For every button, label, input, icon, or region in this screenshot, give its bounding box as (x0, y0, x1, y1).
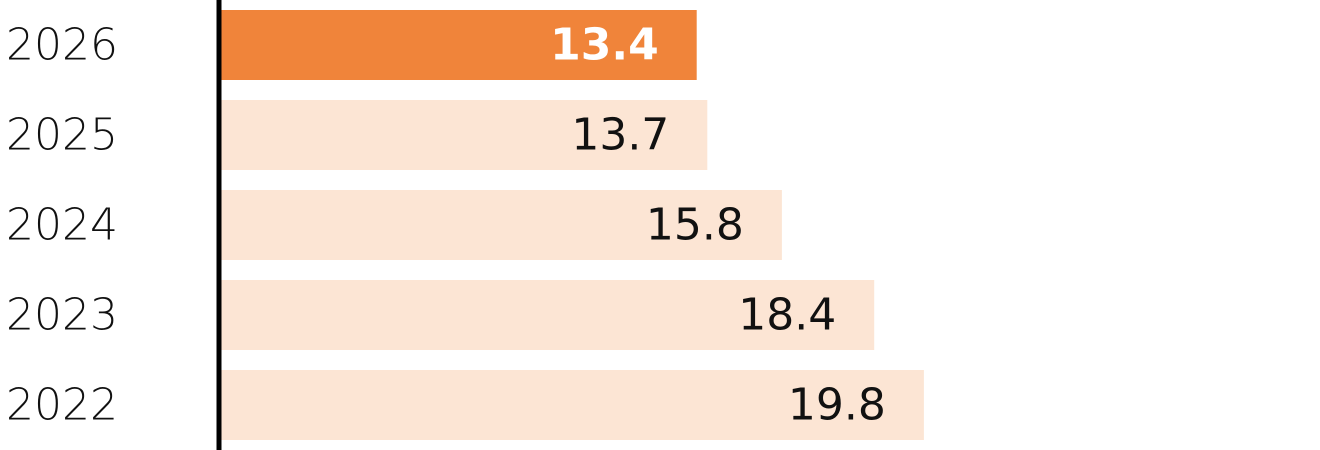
category-label-2022: 2022 (6, 380, 118, 431)
bar-2023 (221, 280, 875, 350)
category-label-2025: 2025 (6, 110, 118, 161)
bar-2026 (221, 10, 697, 80)
value-label-2024: 15.8 (646, 200, 744, 251)
value-label-2022: 19.8 (788, 380, 886, 431)
bar-2024 (221, 190, 782, 260)
value-labels-group: 13.4 13.7 15.8 18.4 19.8 (550, 20, 886, 431)
bar-2025 (221, 100, 708, 170)
value-label-2026: 13.4 (550, 20, 659, 71)
category-label-2024: 2024 (6, 200, 118, 251)
category-labels-group: 2026 2025 2024 2023 2022 (6, 20, 118, 431)
category-label-2026: 2026 (6, 20, 118, 71)
bars-group (221, 10, 924, 440)
value-label-2025: 13.7 (571, 110, 669, 161)
value-label-2023: 18.4 (738, 290, 836, 341)
category-label-2023: 2023 (6, 290, 118, 341)
bar-2022 (221, 370, 924, 440)
